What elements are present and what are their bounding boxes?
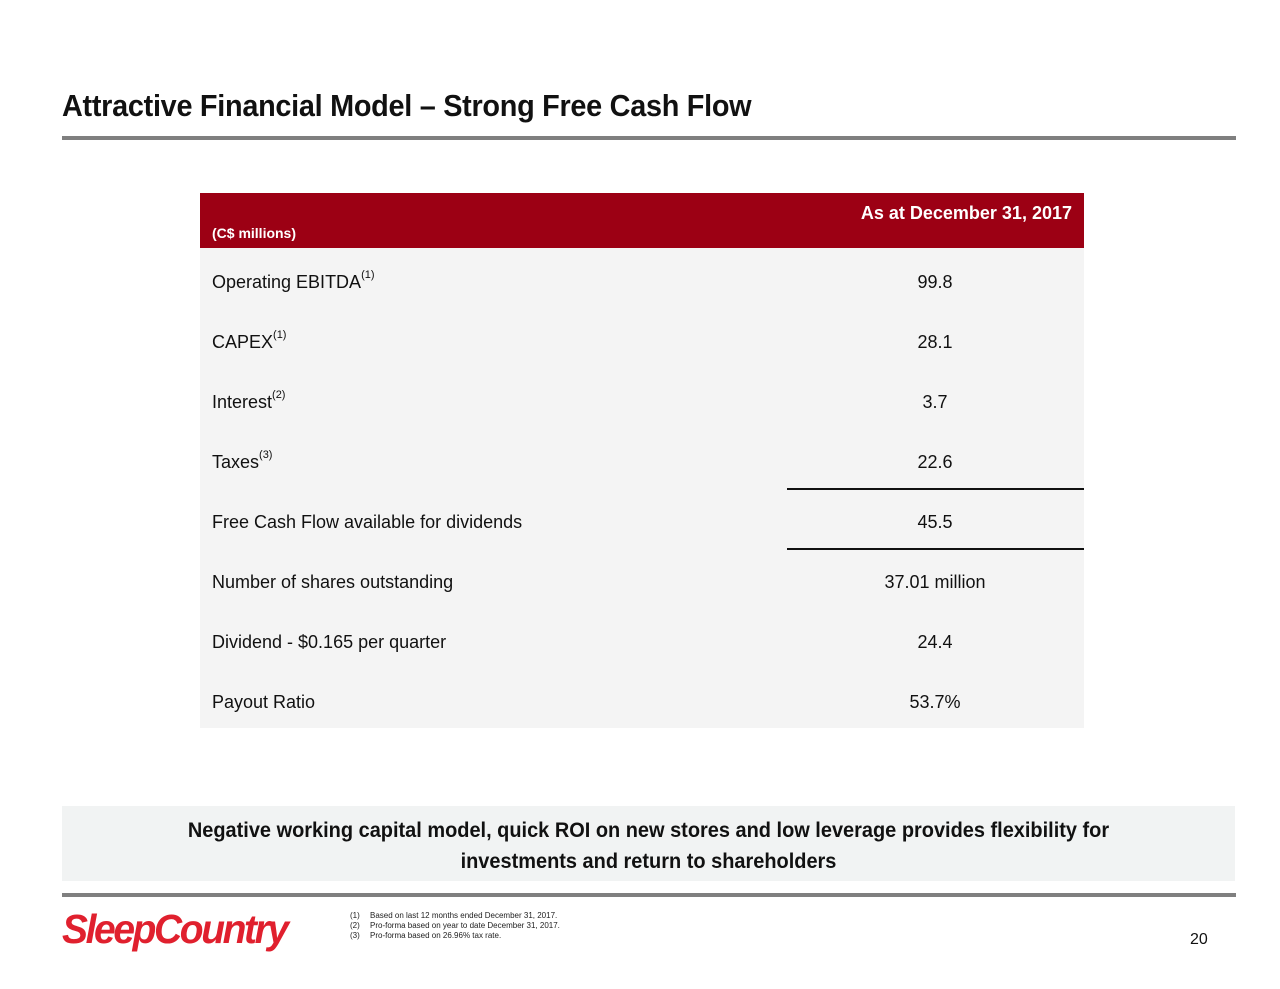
row-label: Number of shares outstanding — [212, 572, 454, 592]
row-value: 3.7 — [922, 392, 948, 412]
footnote-ref: (1) — [273, 329, 287, 341]
slide-title: Attractive Financial Model – Strong Free… — [62, 88, 752, 123]
subtotal-rule-top — [787, 488, 1084, 490]
footnote-3: (3) Pro-forma based on 26.96% tax rate. — [350, 931, 502, 940]
page-number: 20 — [1190, 931, 1208, 948]
footnote-ref: (3) — [259, 449, 273, 461]
sleep-country-logo: SleepCountry — [62, 906, 289, 952]
table-row-interest: Interest(2) 3.7 — [200, 388, 1084, 418]
column-header-date: As at December 31, 2017 — [860, 203, 1072, 223]
callout-line-2: investments and return to shareholders — [460, 850, 837, 873]
row-value: 99.8 — [917, 272, 953, 292]
row-value: 28.1 — [917, 332, 953, 352]
table-row-shares-outstanding: Number of shares outstanding 37.01 milli… — [200, 568, 1084, 598]
callout-line-1: Negative working capital model, quick RO… — [187, 819, 1110, 842]
row-label: Taxes — [212, 452, 260, 472]
row-value: 45.5 — [917, 512, 953, 532]
title-divider — [62, 136, 1236, 140]
row-label: Payout Ratio — [212, 692, 316, 712]
table-row-capex: CAPEX(1) 28.1 — [200, 328, 1084, 358]
table-row-payout-ratio: Payout Ratio 53.7% — [200, 688, 1084, 718]
row-value: 24.4 — [917, 632, 953, 652]
footnote-ref: (1) — [361, 269, 375, 281]
footnote-1: (1) Based on last 12 months ended Decemb… — [350, 911, 558, 920]
units-label: (C$ millions) — [212, 225, 297, 241]
row-label: Operating EBITDA — [212, 272, 362, 292]
footnote-2: (2) Pro-forma based on year to date Dece… — [350, 921, 560, 930]
row-value: 22.6 — [917, 452, 953, 472]
row-label: Dividend - $0.165 per quarter — [212, 632, 447, 652]
key-message-callout: Negative working capital model, quick RO… — [62, 806, 1235, 881]
row-value: 53.7% — [909, 692, 961, 712]
table-header: (C$ millions) As at December 31, 2017 — [200, 193, 1084, 248]
table-row-dividend: Dividend - $0.165 per quarter 24.4 — [200, 628, 1084, 658]
table-row-taxes: Taxes(3) 22.6 — [200, 448, 1084, 478]
footnotes: (1) Based on last 12 months ended Decemb… — [350, 911, 560, 941]
table-row-operating-ebitda: Operating EBITDA(1) 99.8 — [200, 268, 1084, 298]
footnote-ref: (2) — [272, 389, 286, 401]
subtotal-rule-bottom — [787, 548, 1084, 550]
row-label: Interest — [212, 392, 273, 412]
table-row-free-cash-flow: Free Cash Flow available for dividends 4… — [200, 508, 1084, 538]
row-value: 37.01 million — [884, 572, 986, 592]
financial-table: (C$ millions) As at December 31, 2017 Op… — [200, 193, 1084, 728]
row-label: CAPEX — [212, 332, 274, 352]
row-label: Free Cash Flow available for dividends — [212, 512, 523, 532]
footer-divider — [62, 893, 1236, 897]
